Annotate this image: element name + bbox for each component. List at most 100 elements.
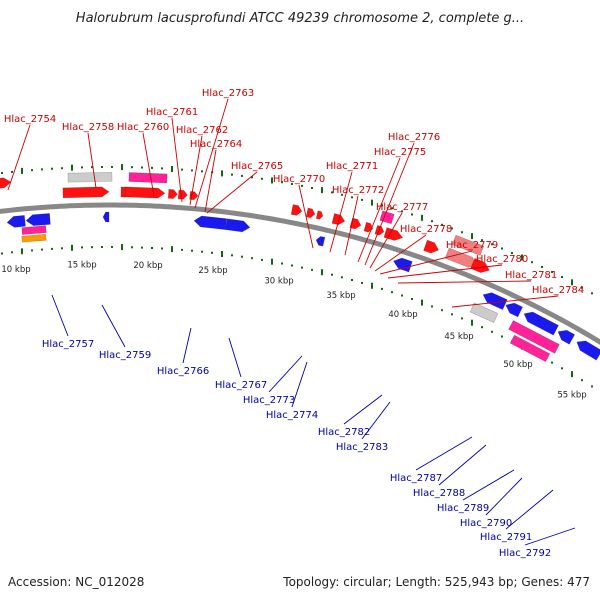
- gene-arrow: [21, 233, 47, 243]
- gc-dot: [371, 199, 373, 206]
- gc-dot: [491, 330, 493, 333]
- gene-arrow: [363, 221, 374, 233]
- gene-label: Hlac_2781: [505, 270, 557, 281]
- scale-ticks: 10 kbp 15 kbp 20 kbp 25 kbp 30 kbp 35 kbp 40 k…: [1, 260, 586, 400]
- gc-dot: [241, 255, 243, 258]
- gene-label: Hlac_2761: [146, 107, 198, 118]
- gene-label: Hlac_2784: [532, 285, 584, 296]
- genome-summary-text: Topology: circular; Length: 525,943 bp; …: [282, 575, 590, 589]
- gene-arrow: [392, 257, 413, 273]
- gc-dot: [411, 298, 413, 300]
- gene-arrow: [124, 186, 166, 199]
- gene-arrow: [290, 204, 303, 216]
- label-leader-line: [87, 132, 97, 189]
- gc-dot: [351, 196, 353, 199]
- gc-dot: [421, 214, 423, 221]
- gc-dot: [541, 266, 543, 268]
- gc-dot: [51, 167, 53, 170]
- gene-arrow: [505, 302, 523, 318]
- gc-dot: [61, 247, 63, 250]
- gene-arrow: [0, 177, 12, 190]
- gene-arrow: [383, 227, 404, 241]
- gc-dot: [131, 166, 133, 169]
- gc-dot: [261, 258, 263, 261]
- gene-arrow: [576, 340, 600, 361]
- label-leader-line: [142, 132, 155, 197]
- label-leader-line: [182, 327, 192, 364]
- gc-dot: [261, 177, 263, 180]
- gc-dot: [251, 176, 253, 179]
- gc-dot: [471, 233, 473, 240]
- gc-dot: [151, 166, 153, 169]
- gene-label: Hlac_2754: [4, 114, 56, 125]
- label-leader-line: [204, 149, 217, 213]
- gc-dot: [41, 248, 43, 251]
- gene-label: Hlac_2758: [62, 122, 114, 133]
- gc-dot: [241, 174, 243, 177]
- scale-tick-label: 55 kbp: [557, 391, 586, 401]
- gc-dot: [501, 335, 503, 338]
- gc-dot: [31, 249, 33, 252]
- gene-arrow: [423, 239, 440, 254]
- gc-dot: [181, 168, 183, 171]
- label-leader-line: [462, 469, 515, 501]
- gc-dot: [381, 287, 383, 290]
- gc-dot: [161, 247, 163, 250]
- label-leader-line: [387, 264, 503, 279]
- gene-arrow: [25, 213, 51, 226]
- gene-label: Hlac_2765: [231, 161, 283, 172]
- gc-dot: [191, 249, 193, 252]
- label-leader-line: [485, 477, 523, 516]
- scale-tick-label: 20 kbp: [133, 261, 162, 271]
- gc-dot: [1, 252, 3, 255]
- scale-tick-label: 30 kbp: [264, 276, 293, 286]
- gc-dot: [231, 173, 233, 176]
- gc-dot: [321, 269, 323, 276]
- gene-label: Hlac_2783: [336, 442, 388, 453]
- label-leader-line: [268, 355, 303, 393]
- gene-arrow: [167, 188, 178, 199]
- gc-dot: [51, 247, 53, 250]
- gc-dot: [1, 172, 3, 174]
- gene-label: Hlac_2764: [190, 139, 242, 150]
- gene-arrow: [482, 292, 508, 311]
- gene-label: Hlac_2773: [243, 395, 295, 406]
- gc-dot: [341, 276, 343, 279]
- gc-dot: [531, 261, 533, 264]
- gene-label: Hlac_2789: [437, 503, 489, 514]
- gene-label: Hlac_2772: [332, 185, 384, 196]
- label-leader-line: [344, 195, 359, 256]
- gc-dot: [11, 251, 13, 254]
- gene-arrow: [470, 257, 490, 273]
- gc-dot: [511, 252, 513, 254]
- label-leader-line: [189, 135, 203, 206]
- reverse-gene-labels: Hlac_2757 Hlac_2759 Hlac_2766 Hlac_2767 Hlac…: [42, 294, 576, 559]
- gc-dot: [291, 264, 293, 267]
- gc-dot: [151, 247, 153, 249]
- gc-dot: [361, 281, 363, 284]
- gc-dot: [421, 299, 423, 306]
- gc-dot: [551, 271, 553, 273]
- label-leader-line: [51, 294, 69, 337]
- gene-label: Hlac_2782: [318, 427, 370, 438]
- gc-dot: [311, 268, 313, 271]
- scale-tick-label: 40 kbp: [388, 310, 417, 320]
- gene-label: Hlac_2777: [376, 202, 428, 213]
- gc-dot: [471, 319, 473, 326]
- gc-dot: [141, 166, 143, 169]
- label-leader-line: [228, 337, 242, 378]
- gc-dot: [401, 294, 403, 297]
- gene-label: Hlac_2767: [215, 380, 267, 391]
- gene-label: Hlac_2791: [480, 532, 532, 543]
- label-leader-line: [343, 394, 383, 425]
- gc-dot: [191, 169, 193, 172]
- gc-dot: [121, 244, 123, 251]
- gc-dot: [171, 166, 173, 172]
- gc-dot: [251, 257, 253, 260]
- gc-dot: [211, 251, 213, 254]
- accession-text: Accession: NC_012028: [8, 575, 144, 589]
- gc-dot: [451, 313, 453, 316]
- gene-arrow: [315, 236, 326, 247]
- gc-dot: [121, 164, 123, 171]
